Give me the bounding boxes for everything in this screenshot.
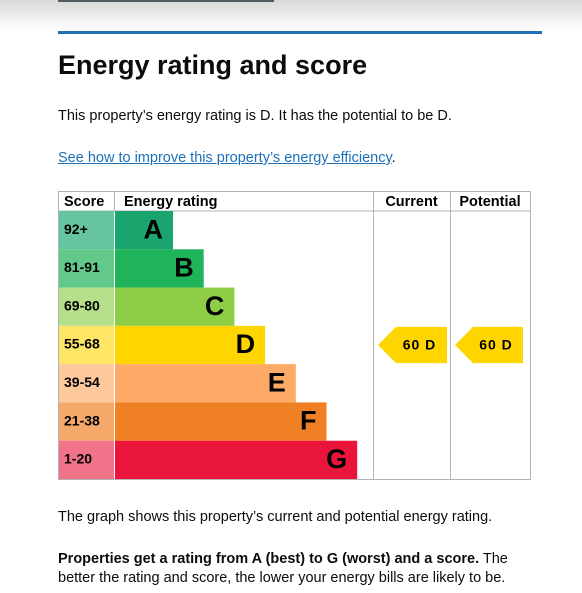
score-label: 21-38 bbox=[64, 412, 100, 428]
link-line: See how to improve this property’s energ… bbox=[58, 149, 538, 168]
column-header: Current bbox=[385, 194, 438, 210]
score-label: 1-20 bbox=[64, 451, 92, 467]
graph-frame bbox=[58, 191, 531, 480]
rating-bar bbox=[115, 440, 358, 479]
score-cell bbox=[59, 325, 114, 365]
graph-note: The graph shows this property’s current … bbox=[58, 509, 493, 525]
score-cell bbox=[59, 440, 114, 479]
rating-bar bbox=[115, 364, 296, 403]
potential-label: 60 D bbox=[479, 337, 513, 353]
rating-bar bbox=[115, 249, 204, 288]
improve-link[interactable]: See how to improve this property’s energ… bbox=[58, 150, 392, 166]
rating-letter: A bbox=[144, 214, 164, 244]
rating-note-bold: Properties get a rating from A (best) to… bbox=[58, 551, 480, 567]
rating-letter: F bbox=[300, 406, 317, 436]
rating-bar bbox=[115, 211, 173, 250]
potential-arrow bbox=[455, 326, 523, 364]
rating-letter: D bbox=[236, 329, 256, 359]
score-cell bbox=[59, 364, 114, 403]
header-bar bbox=[58, 0, 274, 2]
intro: This property’s energy rating is D. It h… bbox=[58, 108, 452, 124]
rating-bar bbox=[115, 402, 327, 441]
column-header: Potential bbox=[459, 194, 520, 210]
rating-note-rest: The better the rating and score, the low… bbox=[58, 551, 508, 586]
column-header: Energy rating bbox=[124, 194, 217, 210]
heading: Energy rating and score bbox=[58, 50, 368, 80]
score-cell bbox=[59, 402, 114, 441]
score-cell bbox=[59, 287, 114, 326]
score-label: 69-80 bbox=[64, 297, 100, 313]
rating-letter: G bbox=[326, 444, 347, 474]
rating-letter: C bbox=[205, 291, 225, 321]
score-cell bbox=[59, 249, 114, 288]
rating-letter: B bbox=[174, 253, 194, 283]
column-header: Score bbox=[64, 194, 104, 210]
score-label: 55-68 bbox=[64, 336, 100, 352]
score-label: 39-54 bbox=[64, 374, 100, 390]
header-shadow bbox=[0, 0, 582, 30]
current-arrow bbox=[378, 326, 447, 364]
current-label: 60 D bbox=[403, 337, 437, 353]
rating-letter: E bbox=[268, 367, 286, 397]
rating-note: Properties get a rating from A (best) to… bbox=[58, 550, 538, 588]
score-label: 81-91 bbox=[64, 259, 100, 275]
score-cell bbox=[59, 211, 114, 250]
score-label: 92+ bbox=[64, 221, 88, 237]
rating-bar bbox=[115, 325, 266, 365]
rating-bar bbox=[115, 287, 235, 326]
link-period: . bbox=[391, 150, 396, 166]
section-rule bbox=[58, 31, 542, 34]
